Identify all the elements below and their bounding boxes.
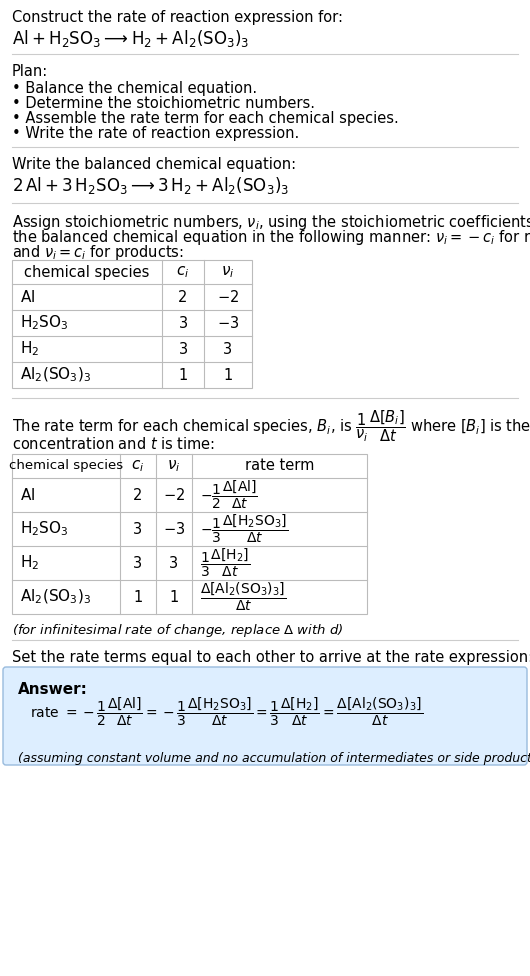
Bar bbox=[12, 260, 252, 388]
Text: $\mathrm{2\,Al + 3\,H_2SO_3 \longrightarrow 3\,H_2 + Al_2(SO_3)_3}$: $\mathrm{2\,Al + 3\,H_2SO_3 \longrightar… bbox=[12, 175, 289, 196]
Text: $\dfrac{1}{3}\dfrac{\Delta[\mathrm{H_2}]}{\Delta t}$: $\dfrac{1}{3}\dfrac{\Delta[\mathrm{H_2}]… bbox=[200, 547, 250, 579]
Text: 1: 1 bbox=[134, 590, 143, 604]
Text: $\mathrm{H_2SO_3}$: $\mathrm{H_2SO_3}$ bbox=[20, 519, 68, 539]
Text: (assuming constant volume and no accumulation of intermediates or side products): (assuming constant volume and no accumul… bbox=[18, 752, 530, 765]
Text: $\mathrm{Al + H_2SO_3 \longrightarrow H_2 + Al_2(SO_3)_3}$: $\mathrm{Al + H_2SO_3 \longrightarrow H_… bbox=[12, 28, 250, 49]
Text: the balanced chemical equation in the following manner: $\nu_i = -c_i$ for react: the balanced chemical equation in the fo… bbox=[12, 228, 530, 247]
Text: Plan:: Plan: bbox=[12, 64, 48, 79]
Text: concentration and $t$ is time:: concentration and $t$ is time: bbox=[12, 436, 215, 452]
Text: $\mathrm{Al_2(SO_3)_3}$: $\mathrm{Al_2(SO_3)_3}$ bbox=[20, 366, 91, 385]
Text: • Assemble the rate term for each chemical species.: • Assemble the rate term for each chemic… bbox=[12, 111, 399, 126]
Text: Write the balanced chemical equation:: Write the balanced chemical equation: bbox=[12, 157, 296, 172]
Text: Construct the rate of reaction expression for:: Construct the rate of reaction expressio… bbox=[12, 10, 343, 25]
Text: $c_i$: $c_i$ bbox=[131, 458, 145, 474]
Text: 3: 3 bbox=[224, 342, 233, 356]
Text: $-3$: $-3$ bbox=[217, 315, 239, 331]
Text: $\mathrm{Al}$: $\mathrm{Al}$ bbox=[20, 487, 36, 503]
Text: (for infinitesimal rate of change, replace $\Delta$ with $d$): (for infinitesimal rate of change, repla… bbox=[12, 622, 343, 639]
Text: 3: 3 bbox=[179, 342, 188, 356]
Text: chemical species: chemical species bbox=[9, 460, 123, 472]
Text: 2: 2 bbox=[134, 487, 143, 503]
FancyBboxPatch shape bbox=[3, 667, 527, 765]
Text: 3: 3 bbox=[134, 521, 143, 537]
Text: $\mathrm{H_2}$: $\mathrm{H_2}$ bbox=[20, 553, 39, 572]
Text: Set the rate terms equal to each other to arrive at the rate expression:: Set the rate terms equal to each other t… bbox=[12, 650, 530, 665]
Text: • Balance the chemical equation.: • Balance the chemical equation. bbox=[12, 81, 257, 96]
Text: Answer:: Answer: bbox=[18, 682, 88, 697]
Text: chemical species: chemical species bbox=[24, 264, 149, 279]
Text: and $\nu_i = c_i$ for products:: and $\nu_i = c_i$ for products: bbox=[12, 243, 184, 262]
Text: 1: 1 bbox=[170, 590, 179, 604]
Text: $\nu_i$: $\nu_i$ bbox=[167, 458, 181, 474]
Text: Assign stoichiometric numbers, $\nu_i$, using the stoichiometric coefficients, $: Assign stoichiometric numbers, $\nu_i$, … bbox=[12, 213, 530, 232]
Text: 1: 1 bbox=[223, 368, 233, 383]
Text: $-2$: $-2$ bbox=[163, 487, 185, 503]
Text: rate term: rate term bbox=[245, 459, 314, 473]
Text: $\mathrm{Al}$: $\mathrm{Al}$ bbox=[20, 289, 36, 305]
Text: $\nu_i$: $\nu_i$ bbox=[222, 264, 235, 280]
Bar bbox=[12, 454, 367, 614]
Text: $\mathrm{H_2}$: $\mathrm{H_2}$ bbox=[20, 340, 39, 358]
Text: 3: 3 bbox=[134, 555, 143, 571]
Text: $-\dfrac{1}{3}\dfrac{\Delta[\mathrm{H_2SO_3}]}{\Delta t}$: $-\dfrac{1}{3}\dfrac{\Delta[\mathrm{H_2S… bbox=[200, 512, 288, 546]
Text: $-3$: $-3$ bbox=[163, 521, 185, 537]
Text: 1: 1 bbox=[179, 368, 188, 383]
Text: • Determine the stoichiometric numbers.: • Determine the stoichiometric numbers. bbox=[12, 96, 315, 111]
Text: • Write the rate of reaction expression.: • Write the rate of reaction expression. bbox=[12, 126, 299, 141]
Text: 2: 2 bbox=[178, 290, 188, 305]
Text: $\mathrm{Al_2(SO_3)_3}$: $\mathrm{Al_2(SO_3)_3}$ bbox=[20, 588, 91, 606]
Text: rate $= -\dfrac{1}{2}\dfrac{\Delta[\mathrm{Al}]}{\Delta t}= -\dfrac{1}{3}\dfrac{: rate $= -\dfrac{1}{2}\dfrac{\Delta[\math… bbox=[30, 696, 423, 728]
Text: 3: 3 bbox=[179, 315, 188, 331]
Text: $c_i$: $c_i$ bbox=[176, 264, 190, 280]
Text: The rate term for each chemical species, $B_i$, is $\dfrac{1}{\nu_i}\dfrac{\Delt: The rate term for each chemical species,… bbox=[12, 408, 530, 443]
Text: $\mathrm{H_2SO_3}$: $\mathrm{H_2SO_3}$ bbox=[20, 313, 68, 333]
Text: $-\dfrac{1}{2}\dfrac{\Delta[\mathrm{Al}]}{\Delta t}$: $-\dfrac{1}{2}\dfrac{\Delta[\mathrm{Al}]… bbox=[200, 479, 258, 511]
Text: 3: 3 bbox=[170, 555, 179, 571]
Text: $\dfrac{\Delta[\mathrm{Al_2(SO_3)_3}]}{\Delta t}$: $\dfrac{\Delta[\mathrm{Al_2(SO_3)_3}]}{\… bbox=[200, 581, 286, 613]
Text: $-2$: $-2$ bbox=[217, 289, 239, 305]
